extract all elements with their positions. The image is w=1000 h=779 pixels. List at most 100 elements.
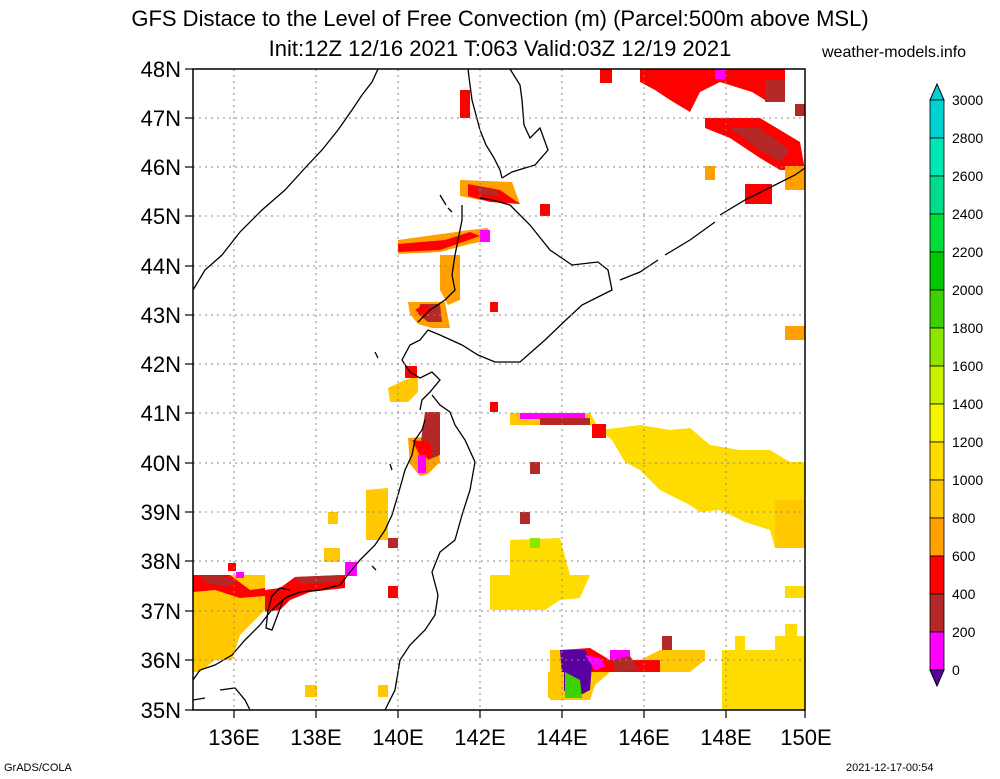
- colorbar-label: 200: [952, 624, 976, 640]
- colorbar-segment: [929, 289, 945, 329]
- patch: [585, 655, 605, 670]
- patch: [775, 636, 805, 650]
- patch: [705, 166, 715, 180]
- patch: [440, 255, 460, 305]
- patch: [324, 548, 340, 562]
- lat-label: 41N: [141, 401, 181, 426]
- colorbar-label: 3000: [952, 92, 983, 108]
- lat-label: 36N: [141, 648, 181, 673]
- patch: [715, 69, 725, 79]
- patch: [305, 685, 317, 697]
- colorbar-label: 1400: [952, 396, 983, 412]
- colorbar-segment: [929, 517, 945, 557]
- lat-label: 43N: [141, 303, 181, 328]
- patch: [398, 232, 480, 252]
- patch: [730, 128, 790, 162]
- lat-label: 46N: [141, 155, 181, 180]
- colorbar-label: 1200: [952, 434, 983, 450]
- footer-left: GrADS/COLA: [4, 762, 72, 774]
- colorbar-label: 2600: [952, 168, 983, 184]
- patch: [520, 413, 585, 419]
- colorbar-segment: [929, 175, 945, 215]
- patch: [236, 572, 244, 578]
- patch: [530, 462, 540, 474]
- colorbar: 3000280026002400220020001800160014001200…: [929, 82, 983, 688]
- lat-label: 44N: [141, 254, 181, 279]
- patch: [388, 538, 398, 548]
- lat-label: 40N: [141, 451, 181, 476]
- title-line-2: Init:12Z 12/16 2021 T:063 Valid:03Z 12/1…: [268, 36, 732, 61]
- lon-label: 150E: [780, 725, 831, 750]
- patch: [388, 376, 418, 402]
- lat-label: 39N: [141, 500, 181, 525]
- lon-label: 148E: [700, 725, 751, 750]
- field-patches: [193, 69, 805, 710]
- site-label: weather-models.info: [822, 44, 967, 61]
- colorbar-segment: [929, 251, 945, 291]
- coast-mainland: [193, 69, 379, 291]
- colorbar-segment: [929, 365, 945, 405]
- patch: [565, 672, 582, 698]
- patch: [785, 624, 797, 636]
- patch: [540, 418, 590, 425]
- patch: [412, 440, 432, 458]
- patch: [795, 104, 805, 116]
- patch: [193, 575, 265, 672]
- patch: [490, 302, 498, 312]
- coast-hokkaido: [401, 197, 613, 411]
- patch: [520, 512, 530, 524]
- lat-label: 37N: [141, 599, 181, 624]
- lon-labels: 136E 138E 140E 142E 144E 146E 148E 150E: [208, 725, 831, 750]
- coastlines: [193, 69, 805, 710]
- patch: [785, 586, 805, 598]
- patch: [475, 186, 500, 196]
- patch: [775, 500, 805, 548]
- patch: [490, 402, 498, 412]
- colorbar-label: 0: [952, 662, 960, 678]
- patch: [265, 575, 345, 612]
- colorbar-label: 2800: [952, 130, 983, 146]
- colorbar-segment: [929, 137, 945, 177]
- patch: [200, 576, 235, 586]
- colorbar-segment: [929, 99, 945, 139]
- lat-label: 45N: [141, 204, 181, 229]
- patch: [530, 538, 540, 548]
- coast-kurils: [619, 167, 805, 281]
- patch: [378, 685, 388, 697]
- patch: [345, 562, 357, 576]
- lat-label: 38N: [141, 549, 181, 574]
- patch: [490, 538, 590, 610]
- lat-label: 48N: [141, 57, 181, 82]
- colorbar-segment: [929, 327, 945, 367]
- colorbar-segment: [929, 479, 945, 519]
- patch: [418, 455, 426, 473]
- coast-honshu-east: [384, 394, 476, 710]
- coast-islands: [371, 194, 453, 571]
- coast-south: [193, 687, 251, 710]
- colorbar-top-arrow: [929, 82, 945, 101]
- colorbar-label: 2200: [952, 244, 983, 260]
- coast-noto: [265, 587, 291, 631]
- patch: [328, 512, 338, 524]
- patch: [366, 488, 388, 540]
- patch: [228, 563, 236, 571]
- colorbar-segment: [929, 441, 945, 481]
- patch: [765, 80, 785, 102]
- patch: [540, 204, 550, 216]
- patch: [600, 69, 612, 83]
- colorbar-segment: [929, 213, 945, 253]
- map-frame: [192, 68, 806, 711]
- patch: [295, 575, 340, 584]
- patch: [745, 184, 772, 204]
- patch: [735, 636, 745, 650]
- colorbar-label: 800: [952, 510, 976, 526]
- lat-label: 47N: [141, 106, 181, 131]
- lon-label: 144E: [536, 725, 587, 750]
- colorbar-segment: [929, 631, 945, 671]
- colorbar-segment: [929, 403, 945, 443]
- gridlines: [193, 69, 805, 710]
- lon-label: 142E: [454, 725, 505, 750]
- patch: [510, 413, 805, 548]
- lon-label: 140E: [372, 725, 423, 750]
